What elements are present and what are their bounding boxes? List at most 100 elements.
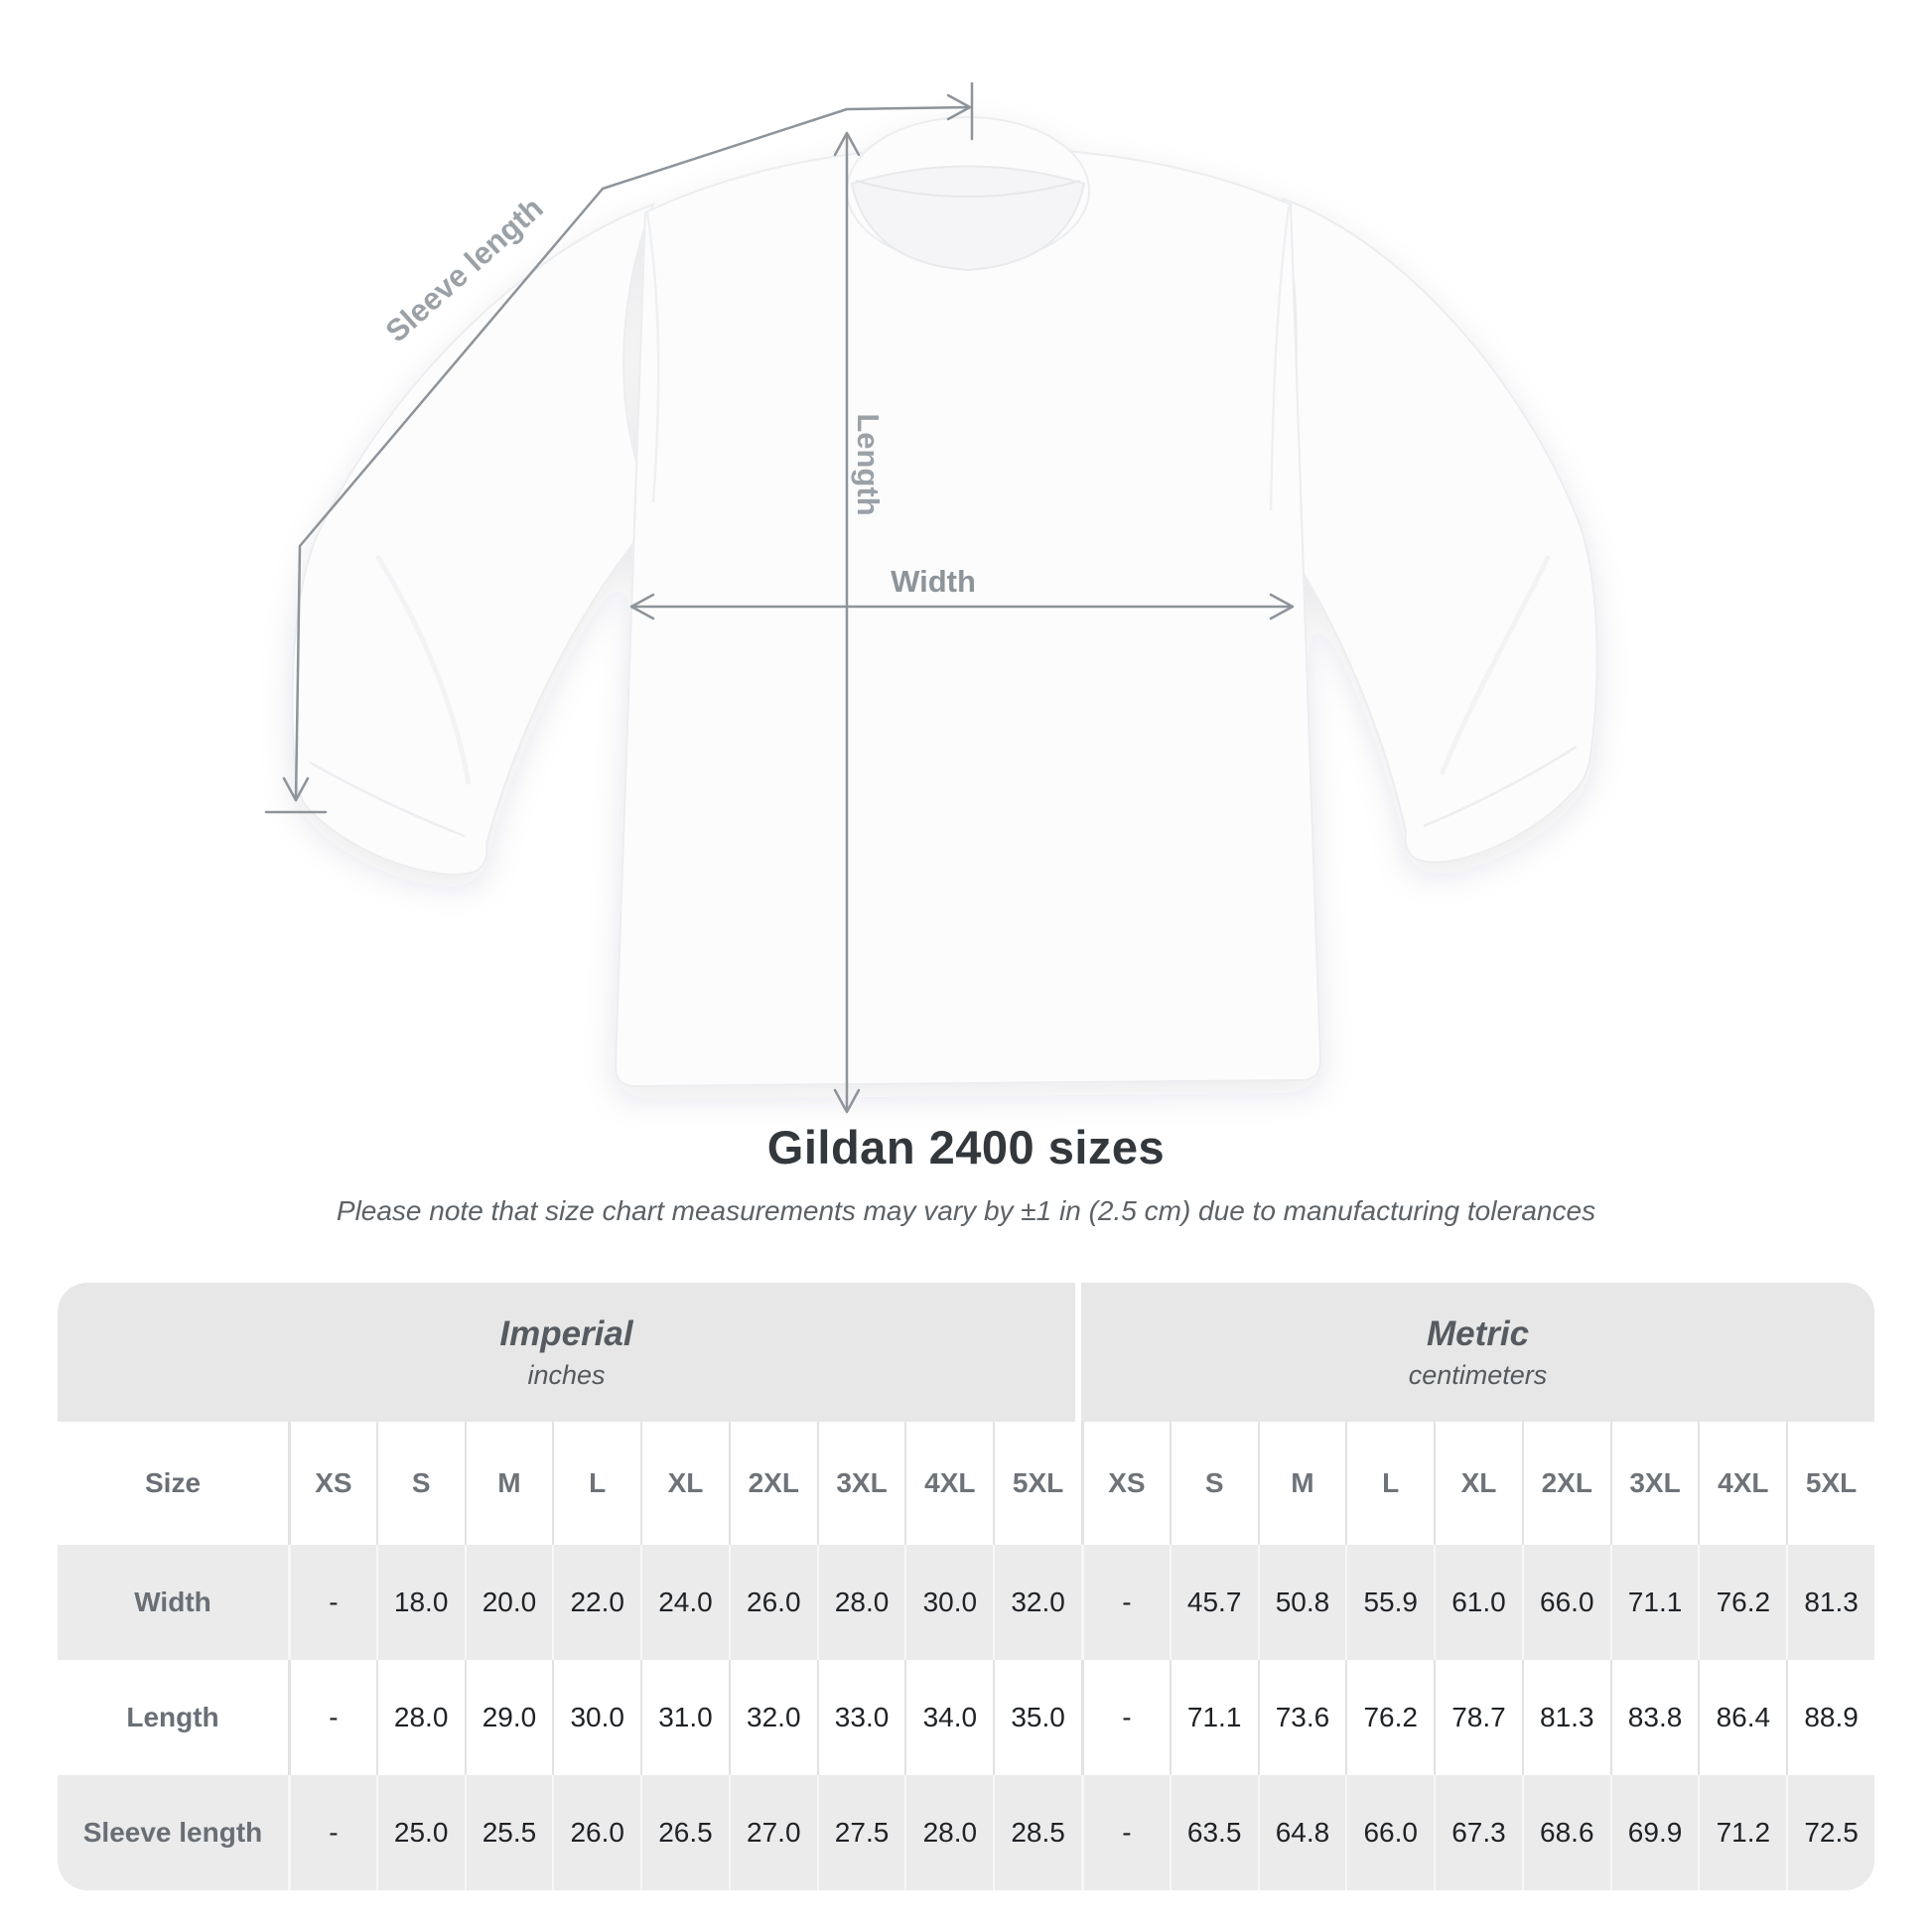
sleeve-length-arrow (264, 81, 974, 814)
shirt-seams (309, 165, 1578, 838)
value-cell: 61.0 (1434, 1545, 1522, 1660)
size-col-metric-3xl: 3XL (1609, 1422, 1699, 1545)
size-col-imperial-s: S (375, 1422, 465, 1545)
value-cell: 78.7 (1434, 1660, 1522, 1775)
size-col-imperial-xl: XL (640, 1422, 729, 1545)
value-cell: 26.0 (728, 1545, 817, 1660)
value-cell: 30.0 (552, 1660, 641, 1775)
imperial-section-unit: inches (527, 1359, 606, 1390)
length-label: Length (851, 413, 886, 515)
metric-section-name: Metric (1426, 1313, 1530, 1353)
value-cell: 72.5 (1786, 1775, 1874, 1890)
size-column-header: Size (58, 1422, 288, 1545)
size-col-metric-xs: XS (1081, 1422, 1170, 1545)
size-col-metric-m: M (1257, 1422, 1346, 1545)
value-cell: 29.0 (464, 1660, 553, 1775)
value-cell: 73.6 (1257, 1660, 1346, 1775)
value-cell: 71.1 (1169, 1660, 1258, 1775)
size-col-imperial-xs: XS (288, 1422, 376, 1545)
value-cell: - (1081, 1545, 1170, 1660)
size-col-imperial-3xl: 3XL (816, 1422, 905, 1545)
value-cell: 22.0 (552, 1545, 641, 1660)
value-cell: 27.5 (816, 1775, 905, 1890)
value-cell: 71.1 (1609, 1545, 1699, 1660)
size-col-imperial-4xl: 4XL (904, 1422, 994, 1545)
value-cell: 32.0 (993, 1545, 1081, 1660)
width-label: Width (891, 564, 976, 599)
value-cell: 86.4 (1698, 1660, 1787, 1775)
value-cell: 28.0 (375, 1660, 465, 1775)
value-cell: - (1081, 1660, 1170, 1775)
value-cell: - (288, 1775, 376, 1890)
value-cell: 35.0 (993, 1660, 1081, 1775)
shirt-measurement-figure: Sleeve length Length Width (264, 81, 1598, 1114)
value-cell: 32.0 (728, 1660, 817, 1775)
size-col-metric-s: S (1169, 1422, 1258, 1545)
metric-section-unit: centimeters (1408, 1359, 1548, 1390)
size-col-metric-l: L (1345, 1422, 1435, 1545)
sleeve-length-row: Sleeve length - 25.0 25.5 26.0 26.5 27.0… (58, 1775, 1874, 1890)
value-cell: 76.2 (1698, 1545, 1787, 1660)
width-arrow (629, 593, 1295, 621)
long-sleeve-shirt (291, 116, 1598, 1088)
page-subtitle: Please note that size chart measurements… (336, 1195, 1596, 1226)
sleeve-length-row-label: Sleeve length (58, 1775, 288, 1890)
value-cell: 81.3 (1521, 1660, 1610, 1775)
imperial-section-name: Imperial (499, 1313, 633, 1353)
value-cell: 50.8 (1257, 1545, 1346, 1660)
value-cell: 71.2 (1698, 1775, 1787, 1890)
value-cell: 28.0 (816, 1545, 905, 1660)
value-cell: 26.0 (552, 1775, 641, 1890)
value-cell: 88.9 (1786, 1660, 1874, 1775)
size-col-metric-5xl: 5XL (1786, 1422, 1874, 1545)
value-cell: 76.2 (1345, 1660, 1435, 1775)
value-cell: 28.5 (993, 1775, 1081, 1890)
size-header-row: Size XS S M L XL 2XL 3XL 4XL 5XL XS S M … (58, 1422, 1874, 1545)
shirt-graphic: Sleeve length Length Width (264, 81, 1598, 1114)
value-cell: - (288, 1660, 376, 1775)
value-cell: 30.0 (904, 1545, 994, 1660)
length-arrow (833, 131, 861, 1114)
value-cell: 81.3 (1786, 1545, 1874, 1660)
size-table: Imperial inches Metric centimeters Size … (58, 1283, 1874, 1890)
width-row-label: Width (58, 1545, 288, 1660)
value-cell: 45.7 (1169, 1545, 1258, 1660)
size-col-imperial-2xl: 2XL (728, 1422, 817, 1545)
value-cell: 66.0 (1345, 1775, 1435, 1890)
value-cell: 34.0 (904, 1660, 994, 1775)
value-cell: 69.9 (1609, 1775, 1699, 1890)
size-col-imperial-m: M (464, 1422, 553, 1545)
value-cell: 68.6 (1521, 1775, 1610, 1890)
size-col-metric-xl: XL (1434, 1422, 1522, 1545)
length-row-label: Length (58, 1660, 288, 1775)
page-title: Gildan 2400 sizes (766, 1121, 1166, 1173)
value-cell: 18.0 (375, 1545, 465, 1660)
metric-section-header: Metric centimeters (1081, 1283, 1874, 1422)
value-cell: 66.0 (1521, 1545, 1610, 1660)
value-cell: 67.3 (1434, 1775, 1522, 1890)
value-cell: 31.0 (640, 1660, 729, 1775)
value-cell: 26.5 (640, 1775, 729, 1890)
value-cell: 33.0 (816, 1660, 905, 1775)
value-cell: - (288, 1545, 376, 1660)
value-cell: 27.0 (728, 1775, 817, 1890)
value-cell: 55.9 (1345, 1545, 1435, 1660)
value-cell: 64.8 (1257, 1775, 1346, 1890)
value-cell: 28.0 (904, 1775, 994, 1890)
value-cell: 83.8 (1609, 1660, 1699, 1775)
value-cell: 20.0 (464, 1545, 553, 1660)
size-col-metric-2xl: 2XL (1521, 1422, 1610, 1545)
width-row: Width - 18.0 20.0 22.0 24.0 26.0 28.0 30… (58, 1545, 1874, 1660)
length-row: Length - 28.0 29.0 30.0 31.0 32.0 33.0 3… (58, 1660, 1874, 1775)
value-cell: 63.5 (1169, 1775, 1258, 1890)
value-cell: 25.5 (464, 1775, 553, 1890)
value-cell: - (1081, 1775, 1170, 1890)
size-col-imperial-5xl: 5XL (993, 1422, 1081, 1545)
size-col-metric-4xl: 4XL (1698, 1422, 1787, 1545)
value-cell: 24.0 (640, 1545, 729, 1660)
unit-header-band: Imperial inches Metric centimeters (58, 1283, 1874, 1422)
imperial-section-header: Imperial inches (58, 1283, 1081, 1422)
size-col-imperial-l: L (552, 1422, 641, 1545)
value-cell: 25.0 (375, 1775, 465, 1890)
